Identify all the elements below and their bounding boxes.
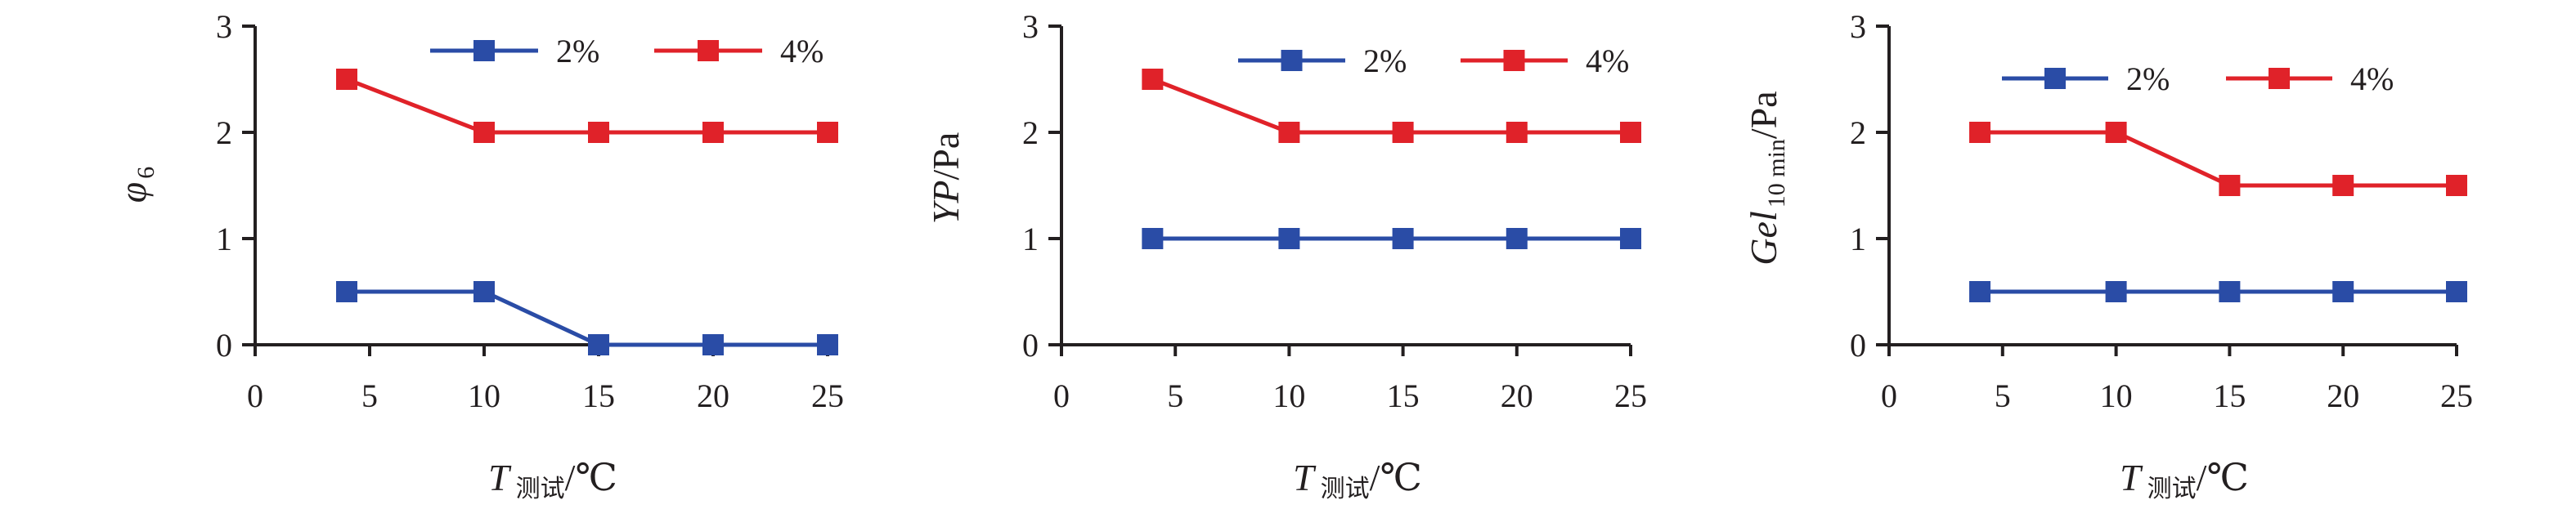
data-point-4% (1620, 122, 1641, 143)
series-line-4% (1151, 77, 1631, 135)
y-tick-label: 0 (1850, 327, 1866, 364)
legend-marker-2% (2044, 68, 2066, 89)
legend-marker-2% (473, 40, 495, 61)
legend-label: 4% (780, 33, 824, 69)
data-point-4% (473, 122, 495, 143)
x-tick-label: 0 (1053, 377, 1070, 414)
x-tick-label: 20 (697, 377, 729, 414)
data-point-2% (473, 281, 495, 302)
data-point-2% (588, 334, 609, 355)
legend-marker-4% (2269, 68, 2290, 89)
data-point-4% (2105, 122, 2127, 143)
x-tick-label: 15 (1387, 377, 1420, 414)
data-point-2% (336, 281, 357, 302)
series-line-4% (1980, 130, 2457, 188)
data-point-4% (1506, 122, 1528, 143)
x-tick-label: 5 (1167, 377, 1183, 414)
chart-panel-phi6: 0 1 2 3 0 5 10 15 20 25 2% 4% T 测试/℃ φ6 (112, 8, 844, 503)
x-tick-label: 20 (2327, 377, 2359, 414)
y-tick-label: 2 (1022, 114, 1039, 151)
x-tick-label: 20 (1501, 377, 1533, 414)
y-tick-label: 0 (216, 327, 232, 364)
x-axis-title: T 测试/℃ (2120, 457, 2249, 503)
legend-marker-4% (1503, 50, 1525, 71)
data-point-4% (336, 69, 357, 90)
data-point-2% (1969, 281, 1991, 302)
x-tick-label: 0 (247, 377, 263, 414)
data-point-4% (1278, 122, 1300, 143)
data-point-4% (2219, 175, 2241, 196)
chart-panel-Gel10min: 0 1 2 3 0 5 10 15 20 25 2% 4% T 测试/℃ Gel10 min/Pa (1743, 8, 2473, 503)
data-point-2% (1392, 228, 1414, 249)
y-tick-label: 1 (216, 221, 232, 257)
legend-marker-2% (1281, 50, 1303, 71)
data-point-4% (702, 122, 724, 143)
y-tick-label: 1 (1850, 221, 1866, 257)
data-point-2% (2105, 281, 2127, 302)
x-tick-label: 25 (811, 377, 844, 414)
data-point-4% (817, 122, 838, 143)
y-tick-label: 3 (1022, 8, 1039, 45)
x-tick-label: 10 (2100, 377, 2133, 414)
y-axis-title: YP/Pa (925, 132, 967, 224)
x-axis-title: T 测试/℃ (1293, 457, 1422, 503)
legend-marker-4% (698, 40, 719, 61)
data-point-2% (1620, 228, 1641, 249)
data-point-2% (1506, 228, 1528, 249)
data-point-4% (1392, 122, 1414, 143)
y-tick-label: 1 (1022, 221, 1039, 257)
y-tick-label: 3 (216, 8, 232, 45)
data-point-4% (2332, 175, 2354, 196)
y-tick-label: 2 (216, 114, 232, 151)
chart-panel-YP: 0 1 2 3 0 5 10 15 20 25 2% 4% T 测试/℃ YP/Pa (925, 8, 1647, 503)
data-point-4% (2446, 175, 2467, 196)
y-tick-label: 0 (1022, 327, 1039, 364)
x-tick-label: 0 (1881, 377, 1897, 414)
y-axis-title: φ6 (112, 167, 159, 203)
series-line-4% (346, 77, 828, 135)
data-point-2% (2446, 281, 2467, 302)
x-tick-label: 15 (582, 377, 615, 414)
data-point-2% (817, 334, 838, 355)
y-tick-label: 2 (1850, 114, 1866, 151)
y-tick-label: 3 (1850, 8, 1866, 45)
x-tick-label: 15 (2213, 377, 2246, 414)
legend-label: 4% (2350, 60, 2394, 97)
series-line-2% (347, 289, 828, 347)
x-tick-label: 25 (1614, 377, 1647, 414)
x-tick-label: 5 (361, 377, 378, 414)
data-point-2% (702, 334, 724, 355)
x-axis-title: T 测试/℃ (488, 457, 617, 503)
data-point-2% (1278, 228, 1300, 249)
data-point-2% (2219, 281, 2241, 302)
legend-label: 2% (556, 33, 599, 69)
x-tick-label: 25 (2440, 377, 2473, 414)
data-point-4% (588, 122, 609, 143)
x-tick-label: 10 (468, 377, 500, 414)
data-point-2% (2332, 281, 2354, 302)
data-point-2% (1142, 228, 1164, 249)
legend-label: 4% (1586, 42, 1629, 79)
y-axis-title: Gel10 min/Pa (1743, 91, 1790, 265)
data-point-4% (1969, 122, 1991, 143)
legend-label: 2% (2126, 60, 2170, 97)
x-tick-label: 10 (1272, 377, 1305, 414)
x-tick-label: 5 (1995, 377, 2011, 414)
data-point-4% (1142, 69, 1164, 90)
legend-label: 2% (1363, 42, 1407, 79)
